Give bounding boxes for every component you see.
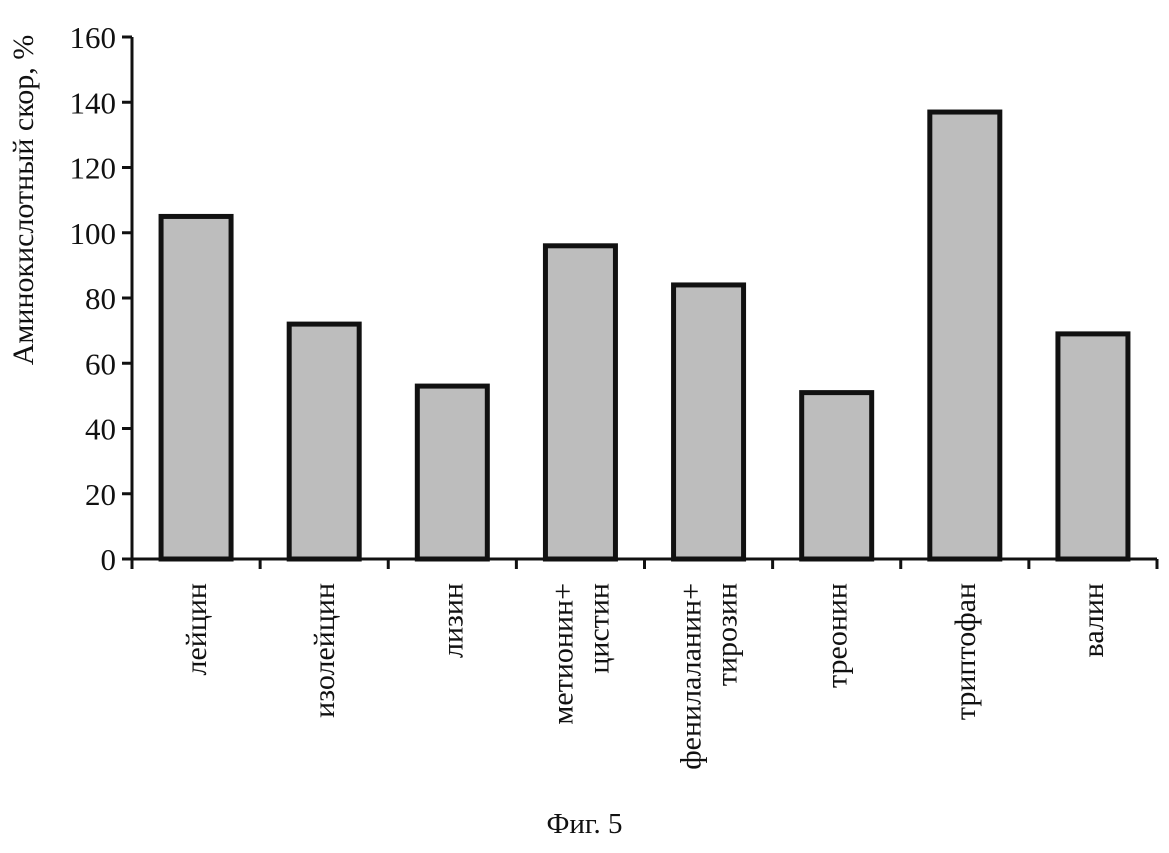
bar xyxy=(545,246,615,559)
bar xyxy=(417,386,487,559)
x-category-label: лизин xyxy=(436,583,469,658)
bar xyxy=(161,216,231,559)
x-category-label: триптофан xyxy=(949,583,982,720)
bar xyxy=(930,112,1000,559)
x-category-label: треонин xyxy=(821,583,854,688)
y-tick-label: 100 xyxy=(70,216,117,251)
y-axis-title: Аминокислотный скор, % xyxy=(7,35,40,366)
y-tick-label: 0 xyxy=(101,542,117,577)
x-category-label: фенилаланин+ xyxy=(675,583,708,770)
figure-caption: Фиг. 5 xyxy=(0,808,1169,841)
bar xyxy=(289,324,359,559)
bar xyxy=(674,285,744,559)
y-tick-label: 140 xyxy=(70,85,117,120)
y-tick-label: 20 xyxy=(85,477,116,512)
x-category-label: метионин+ xyxy=(546,583,579,725)
y-tick-label: 80 xyxy=(85,281,116,316)
x-category-label: тирозин xyxy=(711,583,744,686)
x-category-label: цистин xyxy=(582,583,615,674)
y-tick-label: 120 xyxy=(70,151,117,186)
x-category-label: валин xyxy=(1077,583,1110,657)
y-tick-label: 40 xyxy=(85,412,116,447)
x-category-label: изолейцин xyxy=(308,583,341,718)
y-tick-label: 160 xyxy=(70,20,117,55)
bar xyxy=(1058,334,1128,559)
bars-layer xyxy=(161,112,1128,559)
bar xyxy=(802,393,872,559)
y-tick-label: 60 xyxy=(85,346,116,381)
x-category-label: лейцин xyxy=(180,583,213,676)
